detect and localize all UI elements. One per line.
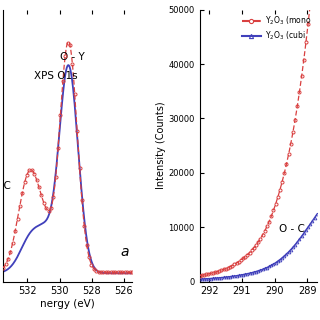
Text: O - C: O - C [0,181,11,191]
Text: O - C: O - C [279,224,305,234]
Text: O - Y: O - Y [60,52,84,62]
Text: a: a [121,245,129,259]
Legend: Y$_2$O$_3$ (mono, Y$_2$O$_3$ (cubi: Y$_2$O$_3$ (mono, Y$_2$O$_3$ (cubi [240,13,313,44]
Text: XPS O1s: XPS O1s [34,71,77,81]
Y-axis label: Intensity (Counts): Intensity (Counts) [156,102,166,189]
X-axis label: nergy (eV): nergy (eV) [40,299,95,309]
